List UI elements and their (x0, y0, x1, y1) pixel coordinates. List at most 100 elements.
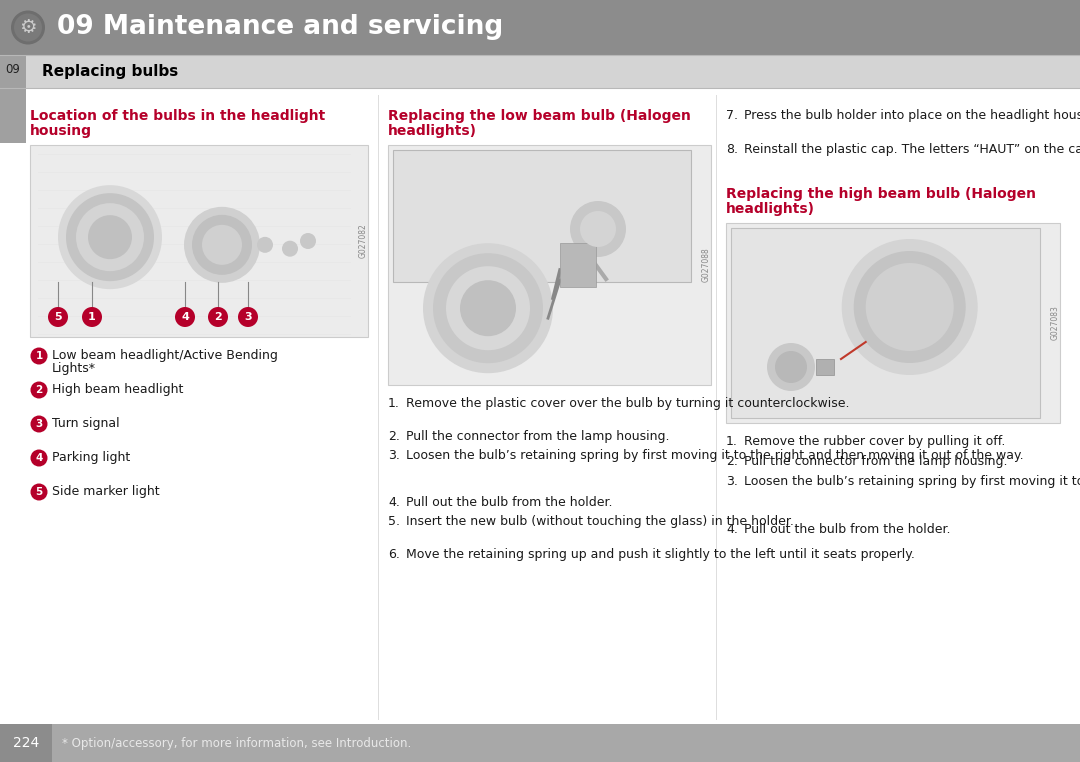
Bar (0, 55, 26, 143)
Text: 5.: 5. (388, 515, 400, 528)
Bar (816, 359, 834, 375)
Text: 5: 5 (54, 312, 62, 322)
Text: Remove the plastic cover over the bulb by turning it counterclockwise.: Remove the plastic cover over the bulb b… (406, 397, 850, 410)
Text: 2.: 2. (726, 455, 738, 468)
Circle shape (841, 239, 977, 375)
Text: Location of the bulbs in the headlight: Location of the bulbs in the headlight (30, 109, 325, 123)
Text: 09: 09 (5, 63, 21, 76)
Text: Loosen the bulb’s retaining spring by first moving it to the right and then movi: Loosen the bulb’s retaining spring by fi… (406, 449, 1024, 462)
Text: headlights): headlights) (388, 124, 477, 138)
Bar (0, 724, 52, 762)
Text: Lights*: Lights* (52, 362, 96, 375)
Text: 3.: 3. (726, 475, 738, 488)
Text: Pull out the bulb from the holder.: Pull out the bulb from the holder. (406, 496, 612, 509)
Text: 4: 4 (181, 312, 189, 322)
Text: Low beam headlight/Active Bending: Low beam headlight/Active Bending (52, 349, 278, 362)
Text: 3: 3 (244, 312, 252, 322)
Circle shape (30, 415, 48, 433)
Circle shape (446, 266, 530, 351)
Text: 224: 224 (13, 736, 39, 750)
Circle shape (202, 225, 242, 265)
Circle shape (282, 241, 298, 257)
Circle shape (11, 11, 45, 44)
Text: Press the bulb holder into place on the headlight housing.: Press the bulb holder into place on the … (744, 109, 1080, 122)
Circle shape (175, 307, 195, 327)
Circle shape (775, 351, 807, 383)
Text: 2.: 2. (388, 430, 400, 443)
Text: Replacing the high beam bulb (Halogen: Replacing the high beam bulb (Halogen (726, 187, 1036, 201)
Text: 09 Maintenance and servicing: 09 Maintenance and servicing (57, 14, 503, 40)
Circle shape (82, 307, 102, 327)
Text: Insert the new bulb (without touching the glass) in the holder.: Insert the new bulb (without touching th… (406, 515, 794, 528)
Circle shape (87, 215, 132, 259)
Text: Loosen the bulb’s retaining spring by first moving it to the right and then movi: Loosen the bulb’s retaining spring by fi… (744, 475, 1080, 488)
Circle shape (76, 203, 144, 271)
Circle shape (767, 343, 815, 391)
Text: Pull out the bulb from the holder.: Pull out the bulb from the holder. (744, 523, 950, 536)
Text: Move the retaining spring up and push it slightly to the left until it seats pro: Move the retaining spring up and push it… (406, 548, 915, 561)
Circle shape (580, 211, 616, 247)
Text: Pull the connector from the lamp housing.: Pull the connector from the lamp housing… (744, 455, 1008, 468)
Text: 2: 2 (36, 385, 42, 395)
Circle shape (30, 450, 48, 466)
Circle shape (192, 215, 252, 275)
Text: Pull the connector from the lamp housing.: Pull the connector from the lamp housing… (406, 430, 670, 443)
Text: 6.: 6. (388, 548, 400, 561)
Text: 3: 3 (36, 419, 42, 429)
Text: G027088: G027088 (702, 248, 711, 283)
Bar (0, 724, 1080, 762)
Text: 3.: 3. (388, 449, 400, 462)
Circle shape (570, 201, 626, 257)
Text: Remove the rubber cover by pulling it off.: Remove the rubber cover by pulling it of… (744, 435, 1005, 448)
Circle shape (460, 280, 516, 336)
Circle shape (14, 14, 42, 41)
Circle shape (48, 307, 68, 327)
Text: 4.: 4. (388, 496, 400, 509)
Bar (30, 145, 368, 337)
Text: ⚙: ⚙ (19, 18, 37, 37)
Text: 1: 1 (89, 312, 96, 322)
Text: headlights): headlights) (726, 202, 815, 216)
Circle shape (423, 243, 553, 373)
Bar (731, 228, 1040, 418)
Text: 4: 4 (36, 453, 43, 463)
Circle shape (853, 251, 966, 363)
Text: High beam headlight: High beam headlight (52, 383, 184, 396)
Circle shape (257, 237, 273, 253)
Text: Replacing bulbs: Replacing bulbs (42, 64, 178, 79)
Circle shape (300, 233, 316, 249)
Circle shape (66, 193, 154, 281)
Text: 1.: 1. (388, 397, 400, 410)
Text: 4.: 4. (726, 523, 738, 536)
Circle shape (30, 347, 48, 364)
Text: housing: housing (30, 124, 92, 138)
Text: Replacing the low beam bulb (Halogen: Replacing the low beam bulb (Halogen (388, 109, 691, 123)
Circle shape (184, 207, 260, 283)
Bar (561, 243, 596, 287)
Bar (0, 55, 1080, 88)
Circle shape (433, 253, 543, 363)
Text: 7.: 7. (726, 109, 738, 122)
Text: Parking light: Parking light (52, 451, 131, 464)
Text: 2: 2 (214, 312, 221, 322)
Bar (726, 223, 1059, 423)
Circle shape (58, 185, 162, 289)
Text: G027083: G027083 (1051, 306, 1059, 341)
Circle shape (208, 307, 228, 327)
Text: G027082: G027082 (359, 223, 367, 258)
Bar (388, 145, 711, 385)
Text: Turn signal: Turn signal (52, 417, 120, 430)
Circle shape (30, 484, 48, 501)
Circle shape (238, 307, 258, 327)
Circle shape (866, 263, 954, 351)
Text: 1.: 1. (726, 435, 738, 448)
Text: * Option/accessory, for more information, see Introduction.: * Option/accessory, for more information… (62, 737, 411, 750)
Circle shape (30, 382, 48, 399)
Text: Side marker light: Side marker light (52, 485, 160, 498)
Text: 1: 1 (36, 351, 42, 361)
Text: 5: 5 (36, 487, 42, 497)
Bar (0, 0, 1080, 55)
Bar (393, 150, 691, 282)
Text: Reinstall the plastic cap. The letters “HAUT” on the cap must be upward.: Reinstall the plastic cap. The letters “… (744, 143, 1080, 156)
Text: 8.: 8. (726, 143, 738, 156)
